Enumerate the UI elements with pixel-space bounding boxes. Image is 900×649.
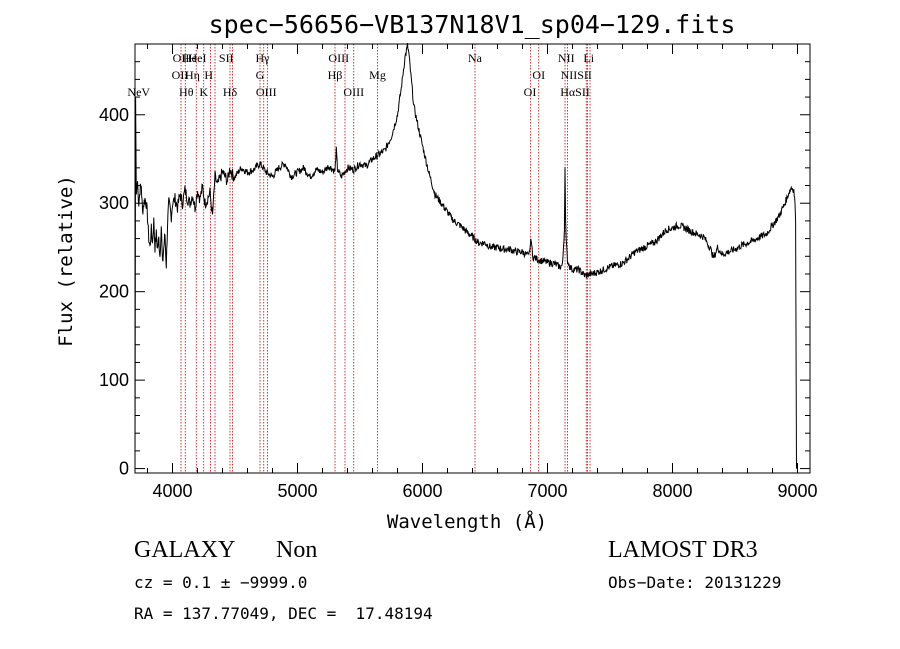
line-label-1: OII [173,51,190,65]
line-label-22: Li [583,51,594,65]
chart-title: spec−56656−VB137N18V1_sp04−129.fits [209,10,736,39]
line-label-24: HαSII [560,85,590,99]
y-tick-label-400: 400 [99,105,129,125]
line-label-8: H [204,68,213,82]
spectrum-line [134,43,797,469]
line-label-17: OIII [343,85,364,99]
object-class: GALAXY [134,537,236,563]
y-axis-label: Flux (relative) [55,175,77,347]
y-tick-label-300: 300 [99,193,129,213]
y-tick-label-200: 200 [99,282,129,302]
x-axis-label: Wavelength (Å) [387,510,547,533]
y-tick-label-100: 100 [99,370,129,390]
x-tick-label-7000: 7000 [527,481,567,501]
line-label-19: OI [532,68,545,82]
line-label-7: Hη [185,68,200,82]
ra-dec-line: RA = 137.77049, DEC = 17.48194 [134,604,433,623]
line-label-4: SII [219,51,234,65]
line-label-6: OII [172,68,189,82]
line-label-14: OIII [328,51,349,65]
redshift-line: cz = 0.1 ± −9999.0 [134,573,308,592]
emission-line-markers [180,44,591,473]
line-label-18: Na [468,51,483,65]
line-label-3: HeI [189,51,207,65]
line-label-5: Hγ [256,51,271,65]
line-label-10: Hθ [179,85,194,99]
x-tick-label-6000: 6000 [402,481,442,501]
line-label-9: G [256,68,265,82]
line-label-0: NeV [127,85,150,99]
x-tick-label-9000: 9000 [777,481,817,501]
obs-date: Obs−Date: 20131229 [608,573,782,592]
x-tick-label-5000: 5000 [277,481,317,501]
line-label-15: Hβ [328,68,343,82]
axis-ticks: 4000 5000 6000 7000 8000 9000 0 100 200 300 400 [99,44,818,501]
object-subclass: Non [276,537,318,563]
x-tick-label-8000: 8000 [652,481,692,501]
survey-name: LAMOST DR3 [608,537,758,563]
line-label-20: OI [524,85,537,99]
line-label-16: Mg [369,68,386,82]
line-label-2: He [183,51,197,65]
line-label-13: OIII [256,85,277,99]
line-label-23: NIISII [561,68,592,82]
plot-frame [134,43,811,474]
x-tick-label-4000: 4000 [152,481,192,501]
y-tick-label-0: 0 [119,459,129,479]
line-label-21: NII [558,51,575,65]
line-label-11: K [199,85,208,99]
line-label-12: Hδ [223,85,238,99]
